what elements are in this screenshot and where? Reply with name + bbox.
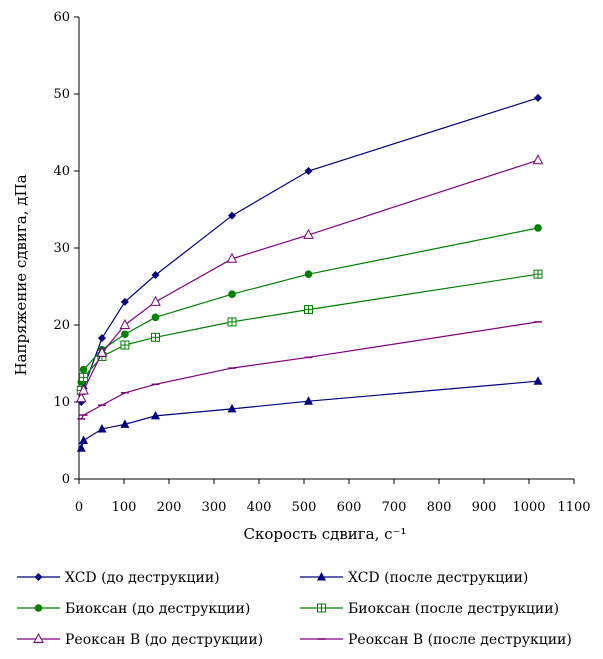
legend-item: Реоксан В (после деструкции) — [300, 632, 572, 648]
x-tick-label: 0 — [75, 500, 83, 515]
data-point — [96, 346, 108, 357]
series-line — [80, 380, 539, 449]
y-tick-label: 20 — [53, 318, 70, 333]
series-3 — [77, 224, 542, 386]
legend-marker — [317, 603, 326, 613]
data-point — [226, 252, 238, 263]
series-6 — [77, 321, 542, 420]
legend-label: Биоксан (после деструкции) — [348, 601, 559, 617]
series-5 — [75, 154, 544, 403]
data-point — [533, 376, 543, 385]
data-point — [79, 372, 89, 382]
x-axis-title: Скорость сдвига, с⁻¹ — [244, 525, 407, 543]
x-tick-label: 400 — [247, 500, 272, 515]
legend-marker — [33, 632, 44, 643]
legend-item: XCD (после деструкции) — [300, 570, 528, 586]
legend: XCD (до деструкции) XCD (после деструкции… — [17, 570, 572, 648]
legend-label: XCD (до деструкции) — [65, 570, 220, 586]
data-point — [534, 93, 542, 102]
data-point — [303, 228, 314, 239]
x-tick-label: 800 — [427, 500, 452, 515]
data-point — [79, 435, 89, 444]
data-point — [151, 270, 160, 279]
data-point — [119, 318, 131, 329]
x-tick-label: 300 — [202, 500, 227, 515]
legend-marker — [34, 604, 43, 612]
data-point — [227, 317, 237, 327]
y-tick-label: 60 — [53, 10, 70, 25]
series-line — [80, 97, 539, 403]
legend-label: Биоксан (до деструкции) — [65, 601, 250, 617]
legend-marker — [34, 573, 43, 581]
y-tick-label: 50 — [53, 87, 70, 102]
data-point — [151, 332, 160, 342]
legend-item: XCD (до деструкции) — [17, 570, 220, 586]
x-tick-label: 700 — [382, 500, 407, 515]
series-2 — [76, 376, 543, 452]
x-tick-label: 900 — [472, 500, 497, 515]
y-tick-label: 0 — [62, 472, 70, 487]
data-point — [97, 334, 106, 343]
data-point — [97, 423, 107, 433]
x-tick-label: 600 — [337, 500, 362, 515]
data-point — [304, 396, 313, 405]
data-point — [532, 154, 544, 165]
data-point — [120, 419, 130, 428]
data-point — [227, 403, 237, 413]
data-point — [228, 290, 236, 299]
data-point — [78, 384, 89, 395]
legend-marker — [317, 572, 326, 581]
data-point — [121, 330, 129, 339]
data-point — [120, 297, 129, 306]
data-point — [304, 270, 313, 278]
legend-item: Биоксан (до деструкции) — [17, 601, 250, 617]
x-tick-label: 200 — [157, 500, 182, 515]
y-tick-label: 10 — [53, 395, 70, 410]
legend-label: Реоксан В (после деструкции) — [348, 632, 572, 648]
legend-item: Реоксан В (до деструкции) — [17, 632, 263, 648]
y-axis-title: Напряжение сдвига, дПа — [12, 174, 30, 375]
data-point — [120, 340, 130, 350]
data-point — [304, 305, 313, 315]
x-tick-label: 1100 — [557, 500, 590, 515]
data-point — [75, 392, 87, 403]
series-line — [80, 159, 539, 399]
data-point — [150, 295, 161, 306]
data-point — [151, 410, 160, 420]
data-point — [533, 269, 543, 279]
y-tick-label: 30 — [53, 241, 70, 256]
x-tick-label: 100 — [112, 500, 137, 515]
data-point — [534, 224, 542, 232]
data-point — [228, 211, 236, 220]
series-1 — [77, 93, 542, 406]
data-point — [79, 365, 88, 374]
data-point — [76, 443, 86, 452]
series-line — [80, 321, 539, 420]
series-line — [80, 227, 539, 383]
plot-series — [75, 93, 544, 452]
legend-item: Биоксан (после деструкции) — [300, 601, 559, 617]
legend-label: XCD (после деструкции) — [348, 570, 528, 586]
legend-label: Реоксан В (до деструкции) — [65, 632, 263, 648]
data-point — [304, 167, 313, 175]
y-tick-label: 40 — [53, 164, 70, 179]
data-point — [151, 313, 160, 322]
x-tick-label: 500 — [292, 500, 317, 515]
x-tick-label: 1000 — [512, 500, 545, 515]
